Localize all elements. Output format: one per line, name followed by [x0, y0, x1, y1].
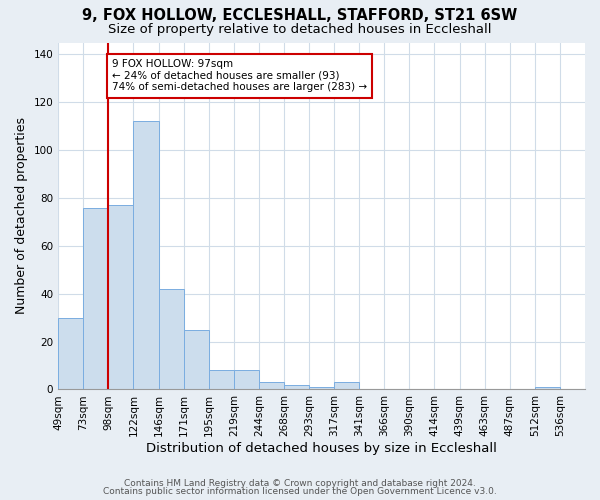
Bar: [83, 208, 109, 390]
Bar: [158, 289, 184, 390]
Bar: [209, 370, 234, 390]
Text: 9, FOX HOLLOW, ECCLESHALL, STAFFORD, ST21 6SW: 9, FOX HOLLOW, ECCLESHALL, STAFFORD, ST2…: [82, 8, 518, 22]
Y-axis label: Number of detached properties: Number of detached properties: [15, 118, 28, 314]
Bar: [109, 205, 133, 390]
Bar: [184, 330, 209, 390]
Text: Contains HM Land Registry data © Crown copyright and database right 2024.: Contains HM Land Registry data © Crown c…: [124, 478, 476, 488]
Bar: [259, 382, 284, 390]
Bar: [133, 122, 158, 390]
Bar: [58, 318, 83, 390]
Bar: [535, 387, 560, 390]
X-axis label: Distribution of detached houses by size in Eccleshall: Distribution of detached houses by size …: [146, 442, 497, 455]
Bar: [234, 370, 259, 390]
Bar: [284, 384, 309, 390]
Text: Size of property relative to detached houses in Eccleshall: Size of property relative to detached ho…: [108, 22, 492, 36]
Bar: [309, 387, 334, 390]
Text: Contains public sector information licensed under the Open Government Licence v3: Contains public sector information licen…: [103, 487, 497, 496]
Bar: [334, 382, 359, 390]
Text: 9 FOX HOLLOW: 97sqm
← 24% of detached houses are smaller (93)
74% of semi-detach: 9 FOX HOLLOW: 97sqm ← 24% of detached ho…: [112, 59, 367, 92]
